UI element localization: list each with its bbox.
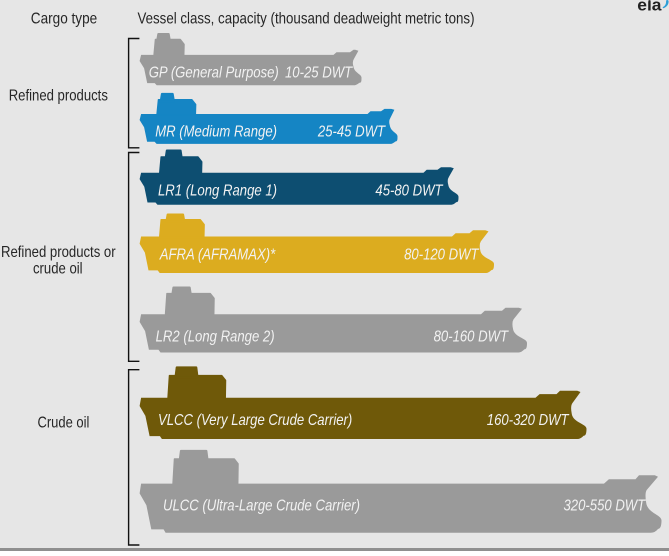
svg-text:320-550 DWT: 320-550 DWT [564, 498, 647, 515]
svg-text:Cargo type: Cargo type [31, 11, 97, 28]
svg-text:160-320 DWT: 160-320 DWT [487, 412, 570, 429]
svg-text:Vessel class, capacity (thousa: Vessel class, capacity (thousand deadwei… [138, 11, 475, 28]
svg-text:VLCC (Very Large Crude Carrier: VLCC (Very Large Crude Carrier) [158, 412, 352, 429]
svg-text:LR2 (Long Range 2): LR2 (Long Range 2) [156, 328, 275, 345]
svg-text:Crude oil: Crude oil [38, 414, 90, 431]
svg-text:45-80 DWT: 45-80 DWT [375, 183, 443, 200]
svg-text:GP (General Purpose): GP (General Purpose) [149, 65, 279, 82]
svg-text:25-45 DWT: 25-45 DWT [317, 124, 386, 141]
svg-text:ULCC (Ultra-Large Crude Carrie: ULCC (Ultra-Large Crude Carrier) [163, 498, 360, 515]
svg-text:AFRA (AFRAMAX)*: AFRA (AFRAMAX)* [159, 246, 276, 263]
svg-text:LR1 (Long Range 1): LR1 (Long Range 1) [158, 183, 277, 200]
svg-text:MR (Medium Range): MR (Medium Range) [155, 124, 277, 141]
svg-text:Refined products: Refined products [9, 87, 108, 104]
svg-text:Refined products or: Refined products or [1, 244, 116, 261]
svg-text:eia: eia [637, 0, 662, 14]
svg-text:80-120 DWT: 80-120 DWT [404, 246, 479, 263]
svg-text:80-160 DWT: 80-160 DWT [434, 328, 509, 345]
svg-text:10-25 DWT: 10-25 DWT [285, 65, 353, 82]
svg-text:crude oil: crude oil [33, 261, 83, 278]
